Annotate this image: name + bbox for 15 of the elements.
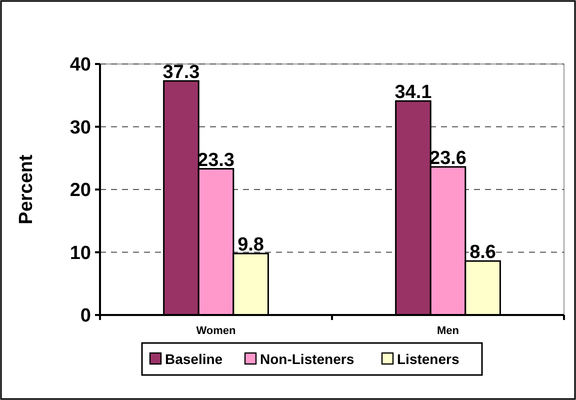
legend-label: Baseline bbox=[165, 350, 223, 367]
data-label: 8.6 bbox=[470, 242, 496, 264]
y-tick-label: 30 bbox=[70, 117, 91, 138]
data-label: 34.1 bbox=[394, 82, 432, 104]
y-axis-title: Percent bbox=[16, 154, 37, 224]
data-label: 9.8 bbox=[238, 234, 264, 256]
y-tick-label: 0 bbox=[80, 306, 91, 327]
y-tick-label: 10 bbox=[70, 242, 91, 264]
y-tick-label: 20 bbox=[70, 180, 91, 202]
x-tick-label: Women bbox=[196, 325, 236, 337]
x-tick-label: Men bbox=[437, 325, 460, 337]
y-tick-label: 40 bbox=[70, 54, 91, 76]
data-label: 37.3 bbox=[162, 62, 200, 83]
legend-label: Listeners bbox=[397, 350, 460, 367]
legend-label: Non-Listeners bbox=[260, 350, 354, 367]
